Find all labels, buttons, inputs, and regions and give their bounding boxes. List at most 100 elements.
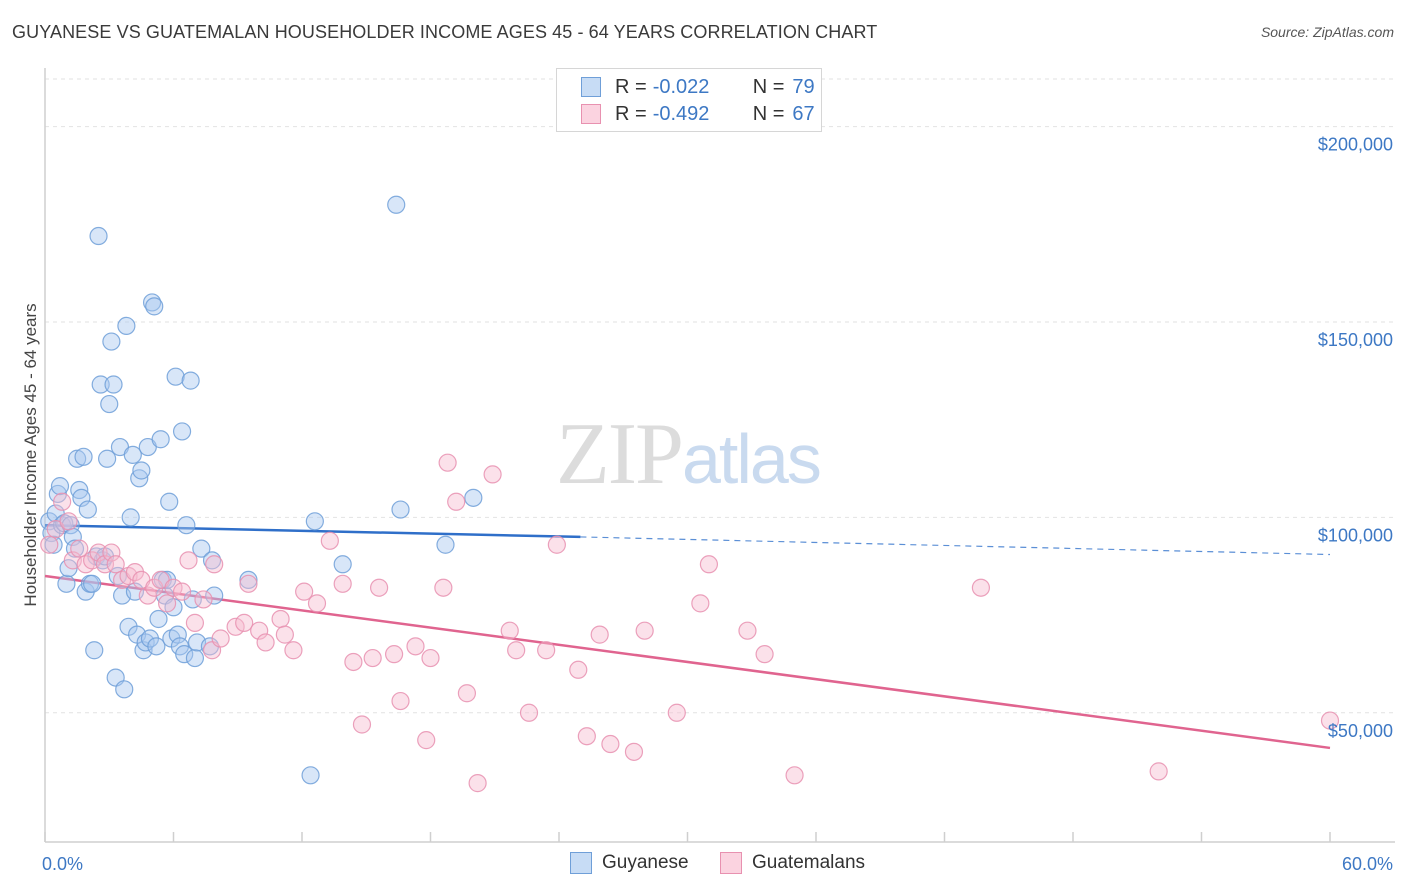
point-guatemalans bbox=[421, 648, 440, 668]
bottom-legend-label-guyanese: Guyanese bbox=[602, 852, 689, 873]
legend-row-guatemalans: R = -0.492 N = 67 bbox=[581, 102, 815, 126]
point-guatemalans bbox=[635, 621, 654, 640]
legend-swatch-guatemalans bbox=[581, 104, 601, 124]
point-guatemalans bbox=[295, 582, 314, 601]
point-guatemalans bbox=[667, 703, 686, 722]
point-guyanese bbox=[91, 375, 110, 394]
point-guyanese bbox=[151, 430, 170, 449]
watermark-zip: ZIP bbox=[556, 406, 684, 503]
point-guyanese bbox=[57, 574, 76, 593]
point-guyanese bbox=[83, 574, 102, 593]
point-guatemalans bbox=[205, 555, 224, 574]
point-guyanese bbox=[78, 500, 97, 519]
point-guatemalans bbox=[164, 578, 183, 597]
point-guyanese bbox=[65, 539, 85, 558]
point-guyanese bbox=[387, 195, 406, 214]
point-guyanese bbox=[117, 316, 136, 336]
point-guyanese bbox=[305, 512, 324, 531]
point-guyanese bbox=[177, 516, 196, 535]
trend-extension-guyanese bbox=[580, 536, 1331, 556]
y-tick-label: $150,000 bbox=[1318, 330, 1393, 350]
legend-n-value: 67 bbox=[792, 102, 815, 125]
point-guatemalans bbox=[235, 613, 254, 632]
point-guatemalans bbox=[271, 609, 290, 629]
point-guyanese bbox=[98, 449, 117, 468]
point-guyanese bbox=[192, 539, 211, 558]
point-guyanese bbox=[68, 449, 87, 468]
point-guatemalans bbox=[755, 645, 774, 664]
point-guyanese bbox=[172, 422, 192, 441]
bottom-legend-guatemalans: Guatemalans bbox=[720, 852, 865, 874]
point-guatemalans bbox=[577, 727, 596, 746]
point-guatemalans bbox=[417, 731, 436, 750]
point-guatemalans bbox=[352, 715, 372, 734]
point-guatemalans bbox=[307, 594, 327, 613]
legend-r-label: R = bbox=[615, 102, 647, 125]
point-guatemalans bbox=[971, 578, 991, 597]
trend-lines bbox=[44, 523, 1331, 750]
point-guyanese bbox=[239, 570, 258, 590]
point-guyanese bbox=[168, 625, 187, 644]
bottom-legend-swatch-guyanese bbox=[570, 852, 592, 874]
point-guyanese bbox=[205, 586, 224, 605]
point-guatemalans bbox=[275, 625, 294, 644]
legend-n-label: N = bbox=[752, 75, 785, 98]
x-tick-label-max: 60.0% bbox=[1342, 854, 1393, 874]
axes bbox=[44, 68, 1395, 843]
point-guatemalans bbox=[590, 625, 609, 644]
point-guatemalans bbox=[239, 574, 258, 593]
y-tick-label: $200,000 bbox=[1318, 135, 1393, 155]
point-guatemalans bbox=[89, 543, 108, 562]
point-guatemalans bbox=[537, 641, 556, 660]
point-guyanese bbox=[149, 609, 168, 629]
point-guyanese bbox=[100, 394, 119, 414]
point-guatemalans bbox=[519, 703, 539, 722]
correlation-legend: R = -0.022 N = 79 R = -0.492 N = 67 bbox=[556, 68, 822, 132]
point-guatemalans bbox=[320, 531, 339, 550]
point-guatemalans bbox=[569, 660, 588, 679]
point-guyanese bbox=[333, 555, 352, 574]
data-points bbox=[40, 195, 1340, 793]
legend-n-value: 79 bbox=[792, 75, 815, 98]
point-guatemalans bbox=[447, 492, 466, 511]
point-guatemalans bbox=[256, 633, 275, 652]
point-guatemalans bbox=[370, 578, 389, 597]
legend-row-guyanese: R = -0.022 N = 79 bbox=[581, 75, 815, 99]
point-guatemalans bbox=[738, 621, 757, 640]
point-guyanese bbox=[147, 637, 166, 656]
point-guatemalans bbox=[391, 691, 410, 711]
point-guyanese bbox=[121, 508, 140, 527]
point-guatemalans bbox=[406, 637, 425, 656]
point-guatemalans bbox=[40, 535, 59, 554]
point-guyanese bbox=[115, 680, 134, 699]
point-guyanese bbox=[464, 488, 483, 507]
point-guyanese bbox=[132, 461, 151, 480]
point-guatemalans bbox=[172, 582, 192, 601]
point-guyanese bbox=[74, 447, 93, 466]
point-guatemalans bbox=[179, 551, 198, 570]
watermark: ZIPatlas bbox=[556, 402, 822, 505]
point-guatemalans bbox=[601, 734, 620, 754]
legend-r-value: -0.022 bbox=[652, 75, 710, 98]
point-guyanese bbox=[391, 500, 410, 519]
y-axis-label: Householder Income Ages 45 - 64 years bbox=[21, 303, 40, 606]
legend-r-value: -0.492 bbox=[652, 102, 710, 125]
point-guatemalans bbox=[699, 555, 719, 574]
y-tick-label: $100,000 bbox=[1318, 525, 1393, 545]
series-guyanese bbox=[40, 195, 483, 785]
legend-r-label: R = bbox=[615, 75, 647, 98]
point-guatemalans bbox=[185, 613, 205, 632]
point-guatemalans bbox=[468, 774, 487, 793]
point-guatemalans bbox=[70, 539, 89, 558]
point-guatemalans bbox=[1320, 711, 1340, 730]
point-guyanese bbox=[166, 367, 185, 386]
point-guatemalans bbox=[691, 594, 710, 613]
point-guyanese bbox=[301, 766, 320, 785]
point-guatemalans bbox=[59, 512, 78, 531]
y-tick-label: $50,000 bbox=[1328, 721, 1393, 741]
point-guatemalans bbox=[384, 645, 404, 664]
point-guyanese bbox=[185, 648, 205, 668]
source-note: Source: ZipAtlas.com bbox=[1260, 24, 1394, 40]
point-guyanese bbox=[89, 226, 108, 246]
